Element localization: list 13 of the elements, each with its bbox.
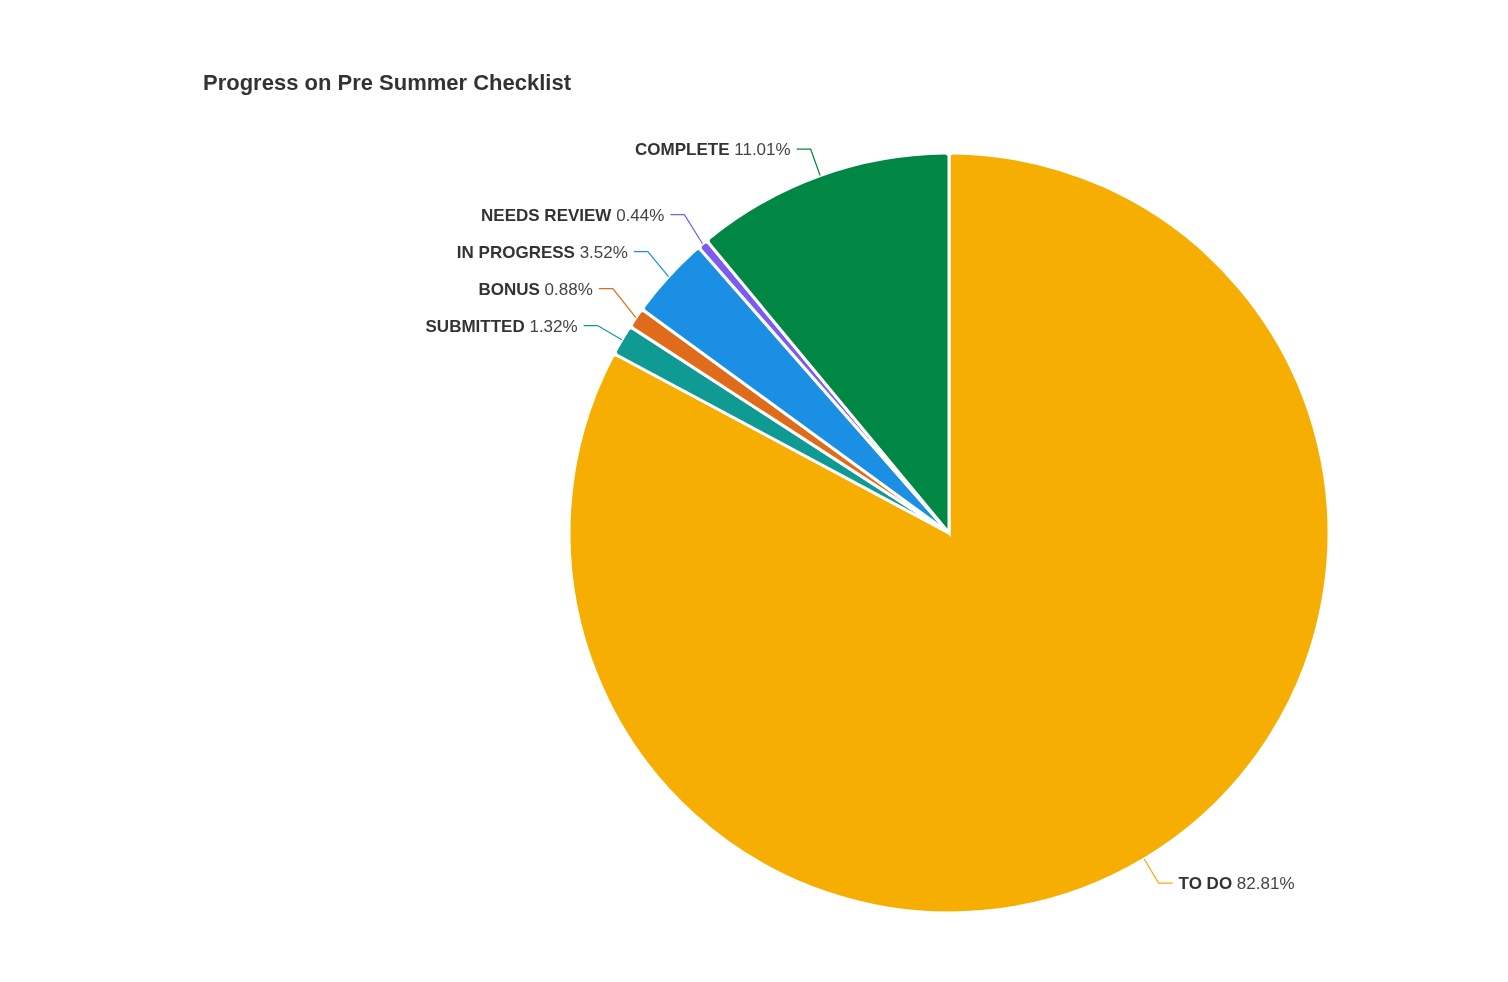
data-label: 1.32% bbox=[524, 316, 578, 336]
data-label: 11.01% bbox=[729, 140, 791, 160]
chart-title: Progress on Pre Summer Checklist bbox=[203, 69, 572, 95]
slice-label: NEEDS REVIEW bbox=[481, 205, 613, 225]
slice-label: TO DO bbox=[1178, 874, 1233, 893]
data-label: 0.44% bbox=[611, 205, 665, 225]
data-label: 82.81% bbox=[1232, 874, 1295, 893]
data-label: 0.88% bbox=[539, 279, 593, 299]
slice-label: COMPLETE bbox=[635, 140, 730, 160]
slice-label: IN PROGRESS bbox=[456, 242, 575, 262]
data-label: 3.52% bbox=[574, 242, 628, 262]
slice-label: SUBMITTED bbox=[425, 316, 525, 336]
slice-label: BONUS bbox=[478, 279, 540, 299]
